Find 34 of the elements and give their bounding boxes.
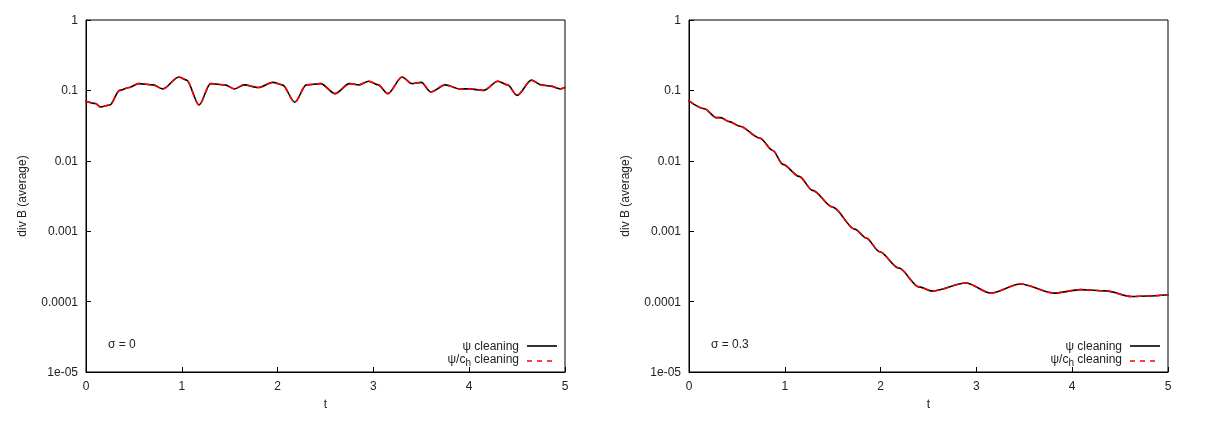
- y-tick-label: 0.01: [657, 153, 682, 168]
- y-tick-label: 0.001: [650, 224, 682, 239]
- x-tick-label: 2: [877, 379, 885, 393]
- legend-label: ψ/c$_{h}$ cleaning: [1050, 352, 1122, 369]
- legend-label: ψ/c$_{h}$ cleaning: [447, 352, 519, 369]
- x-tick-label: 4: [1068, 379, 1076, 393]
- legend-label: ψ cleaning: [1065, 338, 1122, 353]
- x-tick-label: 0: [685, 379, 693, 393]
- y-tick-label: 0.1: [664, 83, 682, 98]
- x-tick-label: 3: [973, 379, 981, 393]
- y-tick-label: 1: [71, 13, 79, 27]
- x-tick-label: 1: [178, 379, 186, 393]
- x-tick-label: 1: [781, 379, 789, 393]
- y-tick-label: 0.0001: [41, 294, 79, 309]
- x-tick-label: 5: [561, 379, 569, 393]
- annotation: σ = 0.3: [711, 337, 750, 351]
- y-tick-label: 1: [674, 13, 682, 27]
- y-tick-label: 1e-05: [47, 365, 79, 379]
- x-tick-label: 4: [465, 379, 473, 393]
- y-tick-label: 0.001: [47, 224, 79, 239]
- y-tick-label: 0.0001: [644, 294, 682, 309]
- y-tick-label: 1e-05: [650, 365, 682, 379]
- x-axis-title: t: [323, 397, 328, 411]
- y-axis-title: div B (average): [618, 155, 632, 237]
- y-tick-label: 0.1: [61, 83, 79, 98]
- y-tick-label: 0.01: [54, 153, 79, 168]
- x-tick-label: 5: [1164, 379, 1172, 393]
- annotation: σ = 0: [108, 337, 137, 351]
- x-tick-label: 2: [274, 379, 282, 393]
- x-tick-label: 3: [370, 379, 378, 393]
- legend-label: ψ cleaning: [462, 338, 519, 353]
- x-tick-label: 0: [82, 379, 90, 393]
- x-axis-title: t: [926, 397, 931, 411]
- y-axis-title: div B (average): [15, 155, 29, 237]
